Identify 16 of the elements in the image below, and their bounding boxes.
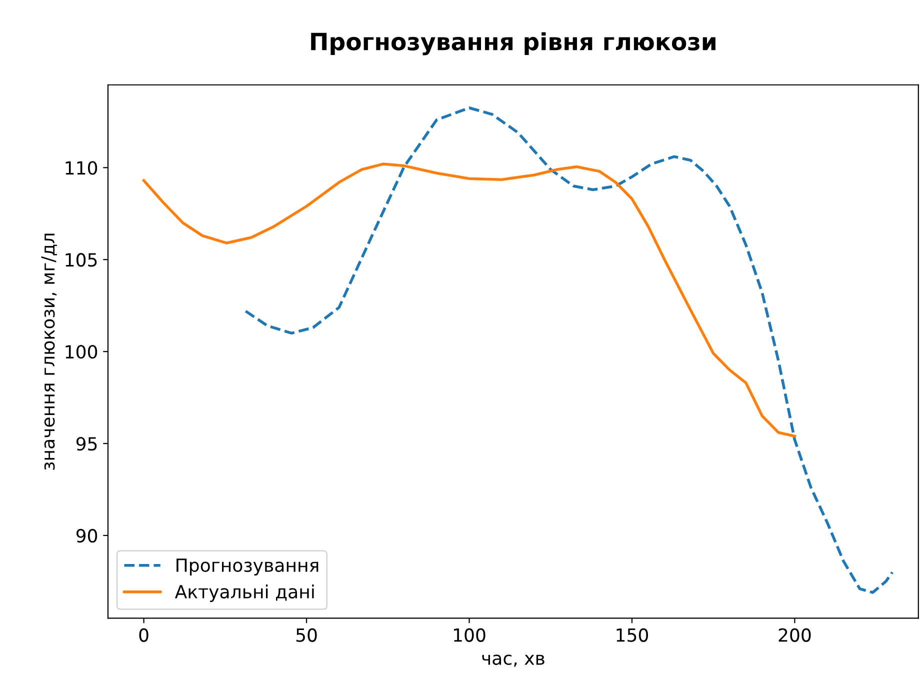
y-axis-title: значення глюкози, мг/дл [41,234,57,470]
y-tick-label: 105 [66,253,97,267]
x-axis-title: час, хв [482,654,544,667]
x-tick-label: 100 [454,628,486,642]
legend-label: Прогнозування [176,558,318,576]
y-tick-label: 100 [66,345,98,359]
y-tick-label: 90 [76,528,98,543]
x-tick-label: 200 [778,628,811,642]
x-tick-label: 0 [139,628,148,642]
legend-label: Актуальні дані [174,584,314,602]
line-series [142,162,796,438]
chart-title: Прогнозування рівня глюкози [311,32,716,56]
y-tick-label: 110 [66,161,98,175]
x-tick-label: 150 [616,628,648,642]
y-tick-label: 95 [76,436,97,451]
x-tick-label: 50 [296,628,317,642]
